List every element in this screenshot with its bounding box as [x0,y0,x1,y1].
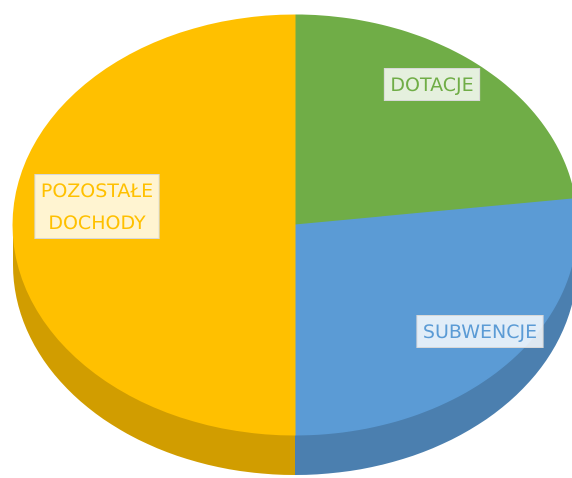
data-label-text: POZOSTAŁE DOCHODY [41,180,153,234]
data-label: SUBWENCJE [416,315,544,348]
pie-slice [294,14,572,226]
pie-slice-side [295,264,572,475]
data-label: POZOSTAŁE DOCHODY [34,174,160,239]
pie-slice-side [13,225,295,475]
data-label: DOTACJE [383,68,481,101]
data-label-text: SUBWENCJE [423,321,537,343]
data-label-box [34,174,160,239]
data-label-box [383,68,481,101]
data-label-text: DOTACJE [390,74,473,96]
data-label-box [416,315,544,348]
